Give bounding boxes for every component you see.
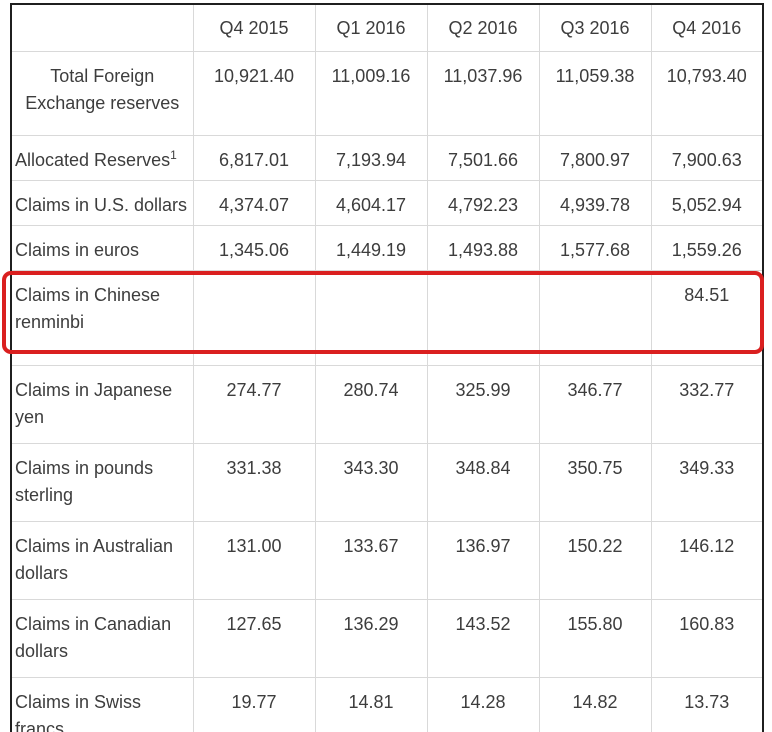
cell: 4,374.07 bbox=[192, 180, 316, 226]
table-row-swiss-francs: Claims in Swiss francs 19.77 14.81 14.28… bbox=[10, 677, 764, 732]
table-row-renminbi: Claims in Chinese renminbi 84.51 bbox=[10, 270, 764, 366]
table-row-pounds-sterling: Claims in pounds sterling 331.38 343.30 … bbox=[10, 443, 764, 522]
cell: 349.33 bbox=[650, 443, 764, 522]
cell: 1,577.68 bbox=[538, 225, 652, 271]
cell: 155.80 bbox=[538, 599, 652, 678]
cell: 348.84 bbox=[426, 443, 540, 522]
row-label: Claims in Japanese yen bbox=[10, 365, 194, 444]
cell bbox=[426, 270, 540, 366]
cell: 14.81 bbox=[314, 677, 428, 732]
table-row-japanese-yen: Claims in Japanese yen 274.77 280.74 325… bbox=[10, 365, 764, 444]
cell: 332.77 bbox=[650, 365, 764, 444]
row-label: Claims in euros bbox=[10, 225, 194, 271]
row-label: Claims in Swiss francs bbox=[10, 677, 194, 732]
cell: 4,792.23 bbox=[426, 180, 540, 226]
cell: 11,009.16 bbox=[314, 51, 428, 136]
col-header-q2-2016: Q2 2016 bbox=[426, 3, 540, 52]
cell: 7,900.63 bbox=[650, 135, 764, 181]
cell: 1,493.88 bbox=[426, 225, 540, 271]
cell: 7,501.66 bbox=[426, 135, 540, 181]
row-label-text: Claims in U.S. dollars bbox=[15, 195, 188, 215]
cell: 343.30 bbox=[314, 443, 428, 522]
cell: 10,793.40 bbox=[650, 51, 764, 136]
col-header-blank bbox=[10, 3, 194, 52]
cell: 7,193.94 bbox=[314, 135, 428, 181]
row-label-text: Claims in Japanese yen bbox=[15, 380, 173, 427]
cell: 6,817.01 bbox=[192, 135, 316, 181]
row-label: Claims in pounds sterling bbox=[10, 443, 194, 522]
cell: 14.28 bbox=[426, 677, 540, 732]
row-label-text: Total Foreign Exchange reserves bbox=[25, 66, 180, 113]
cell bbox=[314, 270, 428, 366]
row-label-text: Claims in euros bbox=[15, 240, 140, 260]
footnote-marker: 1 bbox=[170, 148, 177, 162]
cell: 136.97 bbox=[426, 521, 540, 600]
cell: 350.75 bbox=[538, 443, 652, 522]
cell: 4,939.78 bbox=[538, 180, 652, 226]
col-header-q4-2015: Q4 2015 bbox=[192, 3, 316, 52]
cell: 11,037.96 bbox=[426, 51, 540, 136]
cell: 143.52 bbox=[426, 599, 540, 678]
fx-reserves-table: Q4 2015 Q1 2016 Q2 2016 Q3 2016 Q4 2016 … bbox=[10, 3, 764, 732]
row-label: Claims in Chinese renminbi bbox=[10, 270, 194, 366]
row-label-text: Claims in pounds sterling bbox=[15, 458, 154, 505]
col-header-q3-2016: Q3 2016 bbox=[538, 3, 652, 52]
row-label-text: Allocated Reserves bbox=[15, 150, 171, 170]
row-label-text: Claims in Swiss francs bbox=[15, 692, 142, 732]
table-row-canadian-dollars: Claims in Canadian dollars 127.65 136.29… bbox=[10, 599, 764, 678]
table-row-australian-dollars: Claims in Australian dollars 131.00 133.… bbox=[10, 521, 764, 600]
row-label-text: Claims in Chinese renminbi bbox=[15, 285, 161, 332]
cell: 146.12 bbox=[650, 521, 764, 600]
cell: 325.99 bbox=[426, 365, 540, 444]
col-header-q4-2016: Q4 2016 bbox=[650, 3, 764, 52]
row-label-text: Claims in Canadian dollars bbox=[15, 614, 172, 661]
cell: 10,921.40 bbox=[192, 51, 316, 136]
cell: 13.73 bbox=[650, 677, 764, 732]
cell: 11,059.38 bbox=[538, 51, 652, 136]
table-row-usd: Claims in U.S. dollars 4,374.07 4,604.17… bbox=[10, 180, 764, 226]
cell: 84.51 bbox=[650, 270, 764, 366]
row-label: Claims in U.S. dollars bbox=[10, 180, 194, 226]
row-label: Total Foreign Exchange reserves bbox=[10, 51, 194, 136]
cell: 1,559.26 bbox=[650, 225, 764, 271]
row-label: Claims in Australian dollars bbox=[10, 521, 194, 600]
cell: 331.38 bbox=[192, 443, 316, 522]
cell: 1,449.19 bbox=[314, 225, 428, 271]
cell: 274.77 bbox=[192, 365, 316, 444]
cell: 160.83 bbox=[650, 599, 764, 678]
col-header-q1-2016: Q1 2016 bbox=[314, 3, 428, 52]
table-row-total-reserves: Total Foreign Exchange reserves 10,921.4… bbox=[10, 51, 764, 136]
cell: 133.67 bbox=[314, 521, 428, 600]
cell: 150.22 bbox=[538, 521, 652, 600]
cell: 136.29 bbox=[314, 599, 428, 678]
cell: 19.77 bbox=[192, 677, 316, 732]
cell: 127.65 bbox=[192, 599, 316, 678]
cell: 4,604.17 bbox=[314, 180, 428, 226]
table-row-allocated-reserves: Allocated Reserves1 6,817.01 7,193.94 7,… bbox=[10, 135, 764, 181]
cell: 14.82 bbox=[538, 677, 652, 732]
cell: 131.00 bbox=[192, 521, 316, 600]
cell bbox=[192, 270, 316, 366]
row-label-text: Claims in Australian dollars bbox=[15, 536, 174, 583]
row-label: Allocated Reserves1 bbox=[10, 135, 194, 181]
table-row-euros: Claims in euros 1,345.06 1,449.19 1,493.… bbox=[10, 225, 764, 271]
cell: 5,052.94 bbox=[650, 180, 764, 226]
cell: 1,345.06 bbox=[192, 225, 316, 271]
cell: 7,800.97 bbox=[538, 135, 652, 181]
cell: 346.77 bbox=[538, 365, 652, 444]
cell bbox=[538, 270, 652, 366]
row-label: Claims in Canadian dollars bbox=[10, 599, 194, 678]
header-row: Q4 2015 Q1 2016 Q2 2016 Q3 2016 Q4 2016 bbox=[10, 3, 764, 52]
cell: 280.74 bbox=[314, 365, 428, 444]
